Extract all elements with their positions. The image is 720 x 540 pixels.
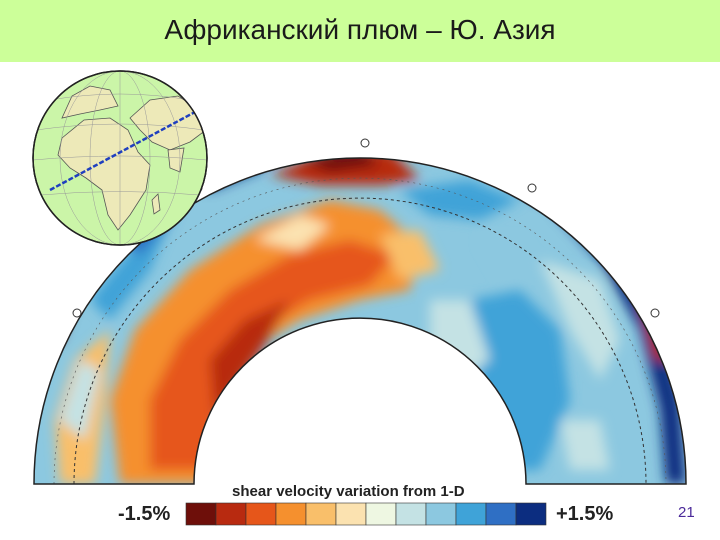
colorbar-swatch <box>365 502 397 526</box>
colorbar-swatch <box>395 502 427 526</box>
slide-title: Африканский плюм – Ю. Азия <box>164 14 556 45</box>
surface-marker <box>650 308 660 318</box>
colorbar-swatch <box>335 502 367 526</box>
surface-marker <box>360 138 370 148</box>
colorbar-swatch <box>485 502 517 526</box>
colorbar-swatch <box>275 502 307 526</box>
colorbar-swatch <box>515 502 547 526</box>
colorbar-min-label: -1.5% <box>118 503 171 525</box>
colorbar-swatch <box>305 502 337 526</box>
colorbar-max-label: +1.5% <box>556 503 614 525</box>
colorbar-swatch <box>185 502 217 526</box>
globe-inset <box>32 70 208 246</box>
colorbar-title: shear velocity variation from 1-D <box>232 483 465 500</box>
title-bar <box>0 0 720 62</box>
colorbar-swatch <box>425 502 457 526</box>
surface-marker <box>527 183 537 193</box>
colorbar <box>185 502 547 526</box>
colorbar-swatch <box>455 502 487 526</box>
colorbar-swatch <box>215 502 247 526</box>
profile-line <box>49 110 196 192</box>
colorbar-swatch <box>245 502 277 526</box>
page-number: 21 <box>678 504 695 521</box>
surface-marker <box>72 308 82 318</box>
